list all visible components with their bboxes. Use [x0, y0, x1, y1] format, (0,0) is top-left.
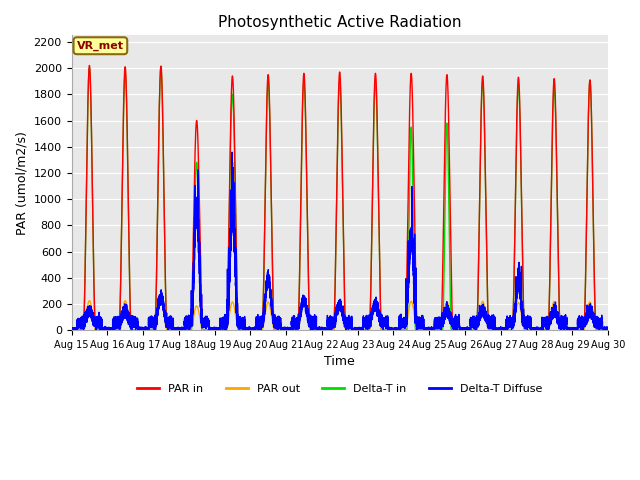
- Delta-T Diffuse: [429, 327, 436, 333]
- Delta-T Diffuse: [228, 149, 236, 155]
- PAR out: [68, 327, 76, 333]
- PAR out: [410, 309, 418, 315]
- Delta-T in: [506, 327, 514, 333]
- Delta-T Diffuse: [499, 325, 506, 331]
- Delta-T Diffuse: [410, 283, 418, 288]
- Legend: PAR in, PAR out, Delta-T in, Delta-T Diffuse: PAR in, PAR out, Delta-T in, Delta-T Dif…: [132, 379, 547, 398]
- Delta-T Diffuse: [471, 322, 479, 327]
- Delta-T in: [604, 327, 612, 333]
- Line: Delta-T in: Delta-T in: [72, 68, 608, 330]
- Delta-T in: [485, 327, 493, 333]
- PAR in: [86, 62, 93, 68]
- Delta-T in: [68, 327, 76, 333]
- Line: PAR out: PAR out: [72, 300, 608, 330]
- PAR out: [96, 327, 104, 333]
- PAR out: [471, 327, 479, 333]
- Delta-T in: [410, 260, 418, 265]
- PAR in: [410, 173, 418, 179]
- Delta-T in: [471, 327, 479, 333]
- Delta-T Diffuse: [96, 320, 104, 325]
- Line: Delta-T Diffuse: Delta-T Diffuse: [72, 152, 608, 330]
- Delta-T in: [96, 327, 104, 333]
- Title: Photosynthetic Active Radiation: Photosynthetic Active Radiation: [218, 15, 461, 30]
- PAR in: [499, 327, 506, 333]
- Delta-T in: [86, 65, 93, 71]
- PAR out: [499, 327, 506, 333]
- Delta-T in: [499, 327, 506, 333]
- PAR in: [471, 327, 479, 333]
- PAR out: [604, 327, 612, 333]
- Delta-T Diffuse: [604, 326, 612, 332]
- Line: PAR in: PAR in: [72, 65, 608, 330]
- PAR in: [96, 327, 104, 333]
- Delta-T Diffuse: [485, 320, 493, 325]
- Delta-T Diffuse: [68, 326, 76, 332]
- PAR in: [68, 327, 76, 333]
- PAR out: [86, 298, 93, 303]
- Y-axis label: PAR (umol/m2/s): PAR (umol/m2/s): [15, 131, 28, 235]
- Delta-T Diffuse: [506, 318, 514, 324]
- PAR in: [506, 327, 514, 333]
- X-axis label: Time: Time: [324, 355, 355, 369]
- PAR in: [604, 327, 612, 333]
- Text: VR_met: VR_met: [77, 41, 124, 51]
- PAR out: [506, 327, 514, 333]
- PAR out: [485, 327, 493, 333]
- PAR in: [485, 327, 493, 333]
